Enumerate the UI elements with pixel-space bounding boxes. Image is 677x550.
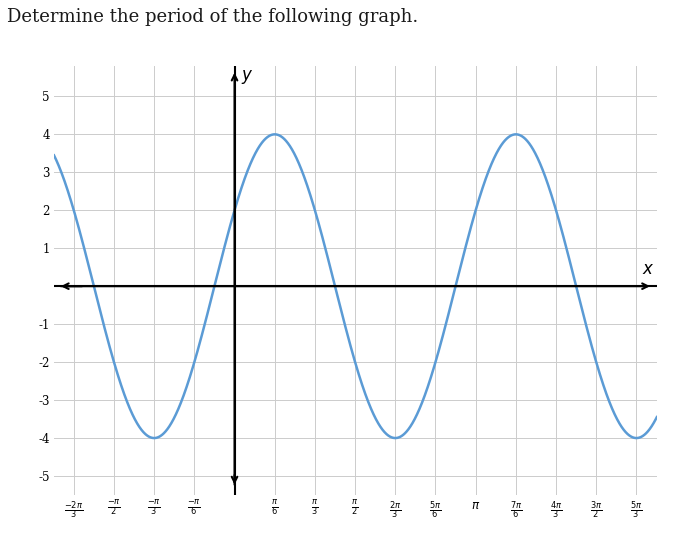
Text: Determine the period of the following graph.: Determine the period of the following gr… <box>7 8 418 26</box>
Text: $x$: $x$ <box>642 261 655 278</box>
Text: $y$: $y$ <box>241 68 253 86</box>
